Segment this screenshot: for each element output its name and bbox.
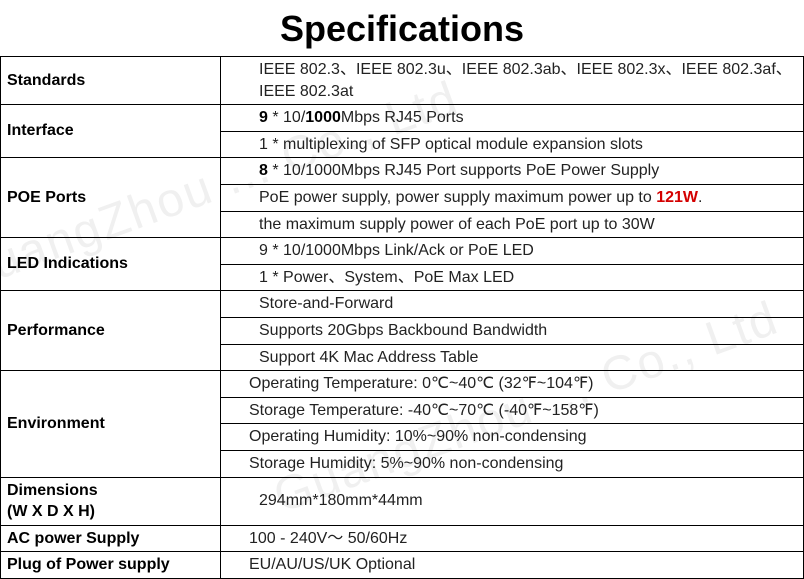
table-row: Standards IEEE 802.3、IEEE 802.3u、IEEE 80… <box>1 57 804 105</box>
value-poe-3: the maximum supply power of each PoE por… <box>221 211 804 238</box>
poe-post1: * 10/1000Mbps RJ45 Port supports PoE Pow… <box>268 162 659 179</box>
label-poe: POE Ports <box>1 158 221 238</box>
table-row: Dimensions (W X D X H) 294mm*180mm*44mm <box>1 477 804 525</box>
dim-l1: Dimensions <box>7 482 98 499</box>
value-env-3: Operating Humidity: 10%~90% non-condensi… <box>221 424 804 451</box>
table-row: LED Indications 9 * 10/1000Mbps Link/Ack… <box>1 238 804 265</box>
value-ac: 100 - 240V～ 50/60Hz <box>221 525 804 552</box>
value-poe-2: PoE power supply, power supply maximum p… <box>221 184 804 211</box>
label-environment: Environment <box>1 371 221 477</box>
spec-table: Standards IEEE 802.3、IEEE 802.3u、IEEE 80… <box>0 56 804 579</box>
iface-mid: * 10/ <box>268 109 305 126</box>
table-row: AC power Supply 100 - 240V～ 50/60Hz <box>1 525 804 552</box>
value-led-2: 1 * Power、System、PoE Max LED <box>221 264 804 291</box>
poe-bold-8: 8 <box>259 162 268 179</box>
label-led: LED Indications <box>1 238 221 291</box>
value-plug: EU/AU/US/UK Optional <box>221 552 804 579</box>
table-row: Performance Store-and-Forward <box>1 291 804 318</box>
page-title: Specifications <box>0 0 804 56</box>
value-led-1: 9 * 10/1000Mbps Link/Ack or PoE LED <box>221 238 804 265</box>
value-interface-2: 1 * multiplexing of SFP optical module e… <box>221 131 804 158</box>
value-env-4: Storage Humidity: 5%~90% non-condensing <box>221 450 804 477</box>
value-perf-3: Support 4K Mac Address Table <box>221 344 804 371</box>
value-standards: IEEE 802.3、IEEE 802.3u、IEEE 802.3ab、IEEE… <box>221 57 804 105</box>
poe2-red: 121W <box>656 189 698 206</box>
table-row: Plug of Power supply EU/AU/US/UK Optiona… <box>1 552 804 579</box>
iface-post: Mbps RJ45 Ports <box>341 109 464 126</box>
value-dimensions: 294mm*180mm*44mm <box>221 477 804 525</box>
label-interface: Interface <box>1 105 221 158</box>
value-poe-1: 8 * 10/1000Mbps RJ45 Port supports PoE P… <box>221 158 804 185</box>
label-performance: Performance <box>1 291 221 371</box>
table-row: POE Ports 8 * 10/1000Mbps RJ45 Port supp… <box>1 158 804 185</box>
label-ac: AC power Supply <box>1 525 221 552</box>
table-row: Environment Operating Temperature: 0℃~40… <box>1 371 804 398</box>
value-interface-1: 9 * 10/1000Mbps RJ45 Ports <box>221 105 804 132</box>
iface-bold-1000: 1000 <box>305 109 341 126</box>
poe2-pre: PoE power supply, power supply maximum p… <box>259 189 656 206</box>
table-row: Interface 9 * 10/1000Mbps RJ45 Ports <box>1 105 804 132</box>
value-env-2: Storage Temperature: -40℃~70℃ (-40℉~158℉… <box>221 397 804 424</box>
label-plug: Plug of Power supply <box>1 552 221 579</box>
iface-bold-9: 9 <box>259 109 268 126</box>
dim-l2: (W X D X H) <box>7 503 95 520</box>
label-standards: Standards <box>1 57 221 105</box>
value-perf-1: Store-and-Forward <box>221 291 804 318</box>
value-env-1: Operating Temperature: 0℃~40℃ (32℉~104℉) <box>221 371 804 398</box>
value-perf-2: Supports 20Gbps Backbound Bandwidth <box>221 317 804 344</box>
poe2-post: . <box>698 189 702 206</box>
label-dimensions: Dimensions (W X D X H) <box>1 477 221 525</box>
